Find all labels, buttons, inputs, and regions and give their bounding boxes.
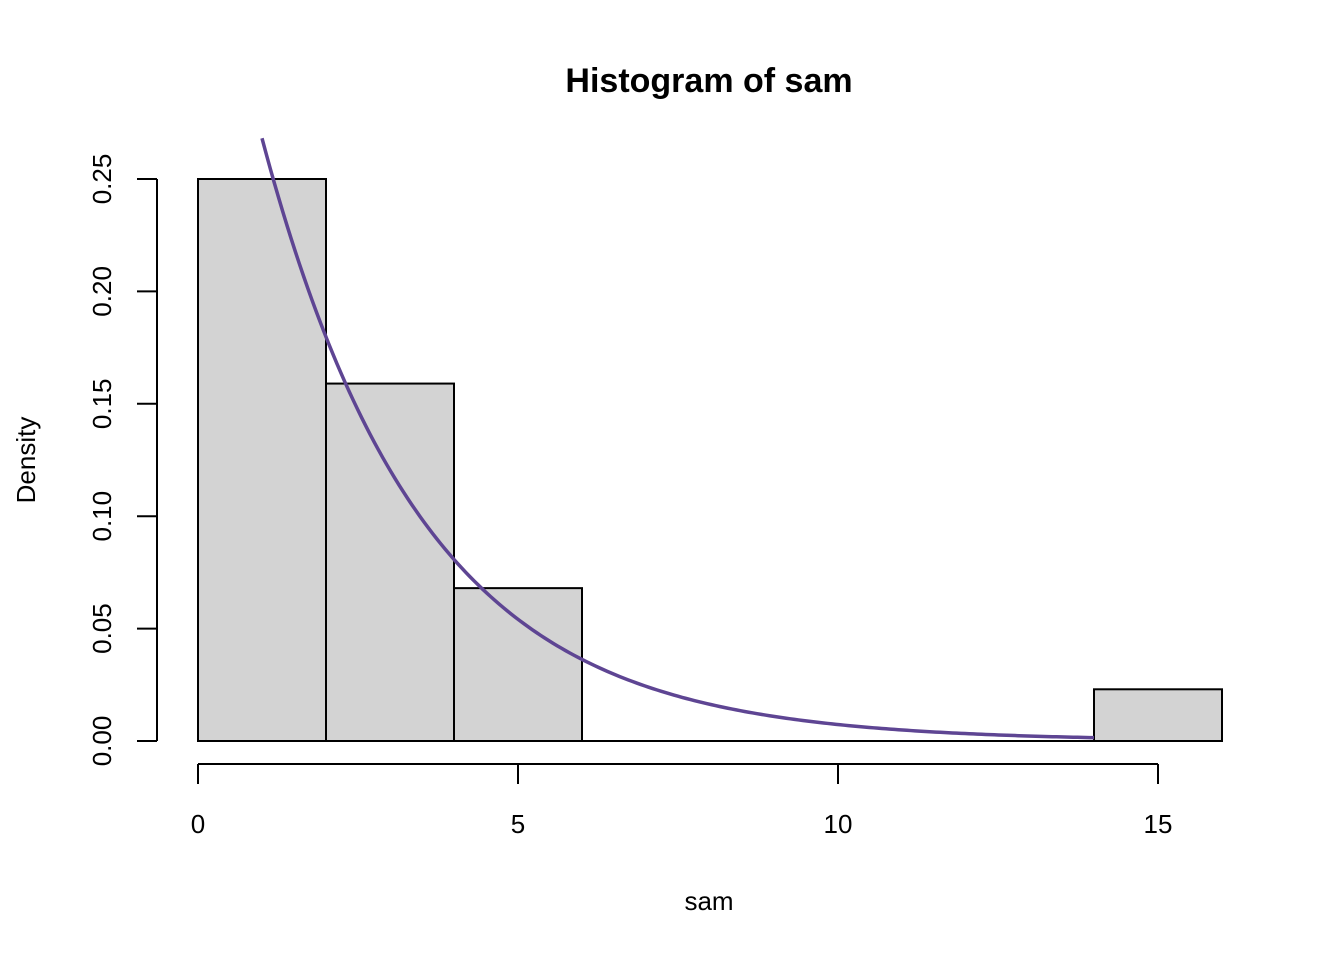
x-tick-label: 0	[191, 809, 205, 839]
histogram-bar	[325, 382, 455, 742]
density-curve-layer	[260, 137, 1095, 740]
histogram-bar	[197, 178, 327, 742]
histogram-bars	[197, 178, 1223, 743]
histogram-bar	[453, 587, 583, 742]
y-axis: 0.00 0.05 0.10 0.15 0.20 0.25	[87, 154, 158, 767]
y-tick-label: 0.25	[87, 154, 117, 205]
x-tick-label: 15	[1144, 809, 1173, 839]
density-curve	[260, 137, 1095, 740]
histogram-bar	[1093, 688, 1223, 743]
y-tick-label: 0.00	[87, 716, 117, 767]
y-tick-label: 0.05	[87, 603, 117, 654]
x-tick-label: 10	[824, 809, 853, 839]
y-tick-label: 0.15	[87, 378, 117, 429]
y-tick-label: 0.10	[87, 491, 117, 542]
y-tick-label: 0.20	[87, 266, 117, 317]
chart-title: Histogram of sam	[565, 62, 852, 100]
x-axis-label: sam	[684, 886, 733, 916]
y-axis-label: Density	[11, 417, 41, 504]
x-tick-label: 5	[511, 809, 525, 839]
x-axis: 0 5 10 15	[191, 763, 1173, 839]
